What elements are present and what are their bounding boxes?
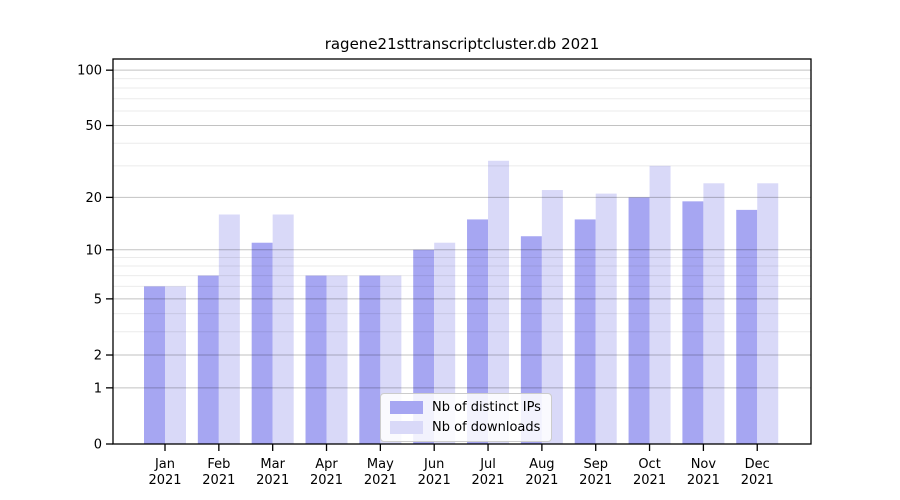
- chart-title: ragene21sttranscriptcluster.db 2021: [324, 35, 600, 53]
- bar-distinct-ips: [467, 219, 489, 444]
- x-tick-label-year: 2021: [202, 473, 235, 488]
- x-tick-label-year: 2021: [687, 473, 720, 488]
- bar-distinct-ips: [359, 275, 381, 444]
- x-tick-label-year: 2021: [579, 473, 612, 488]
- legend: Nb of distinct IPs Nb of downloads: [380, 393, 552, 442]
- bar-downloads: [649, 165, 671, 444]
- bar-downloads: [165, 286, 186, 444]
- x-tick-label-year: 2021: [148, 473, 181, 488]
- plot-border: [112, 58, 812, 445]
- y-tick-label: 50: [85, 119, 102, 134]
- bar-downloads: [488, 160, 510, 444]
- legend-swatch-downloads: [390, 421, 423, 434]
- x-tick-label-year: 2021: [364, 473, 397, 488]
- y-tick-label: 0: [94, 438, 102, 453]
- x-tick-label-year: 2021: [525, 473, 558, 488]
- legend-item-downloads: Nb of downloads: [390, 420, 541, 435]
- y-tick-label: 2: [94, 349, 102, 364]
- x-tick-label-month: Apr: [315, 457, 338, 472]
- legend-item-distinct-ips: Nb of distinct IPs: [390, 400, 541, 415]
- x-tick-label-month: May: [367, 457, 394, 472]
- legend-swatch-distinct-ips: [390, 401, 423, 414]
- x-tick-label-month: Jun: [423, 457, 444, 472]
- x-tick-label-month: Aug: [529, 457, 554, 472]
- bar-downloads: [595, 193, 617, 444]
- bar-distinct-ips: [682, 201, 704, 444]
- x-tick-label-month: Feb: [207, 457, 230, 472]
- x-tick-label-month: Dec: [745, 457, 770, 472]
- bar-distinct-ips: [305, 275, 327, 444]
- bar-downloads: [703, 183, 725, 444]
- bar-distinct-ips: [251, 242, 273, 444]
- bar-distinct-ips: [197, 275, 219, 444]
- y-tick-label: 100: [77, 64, 102, 79]
- bar-downloads: [272, 214, 294, 444]
- bar-downloads: [757, 183, 779, 444]
- x-tick-label-year: 2021: [418, 473, 451, 488]
- y-tick-label: 10: [85, 243, 102, 258]
- bar-downloads: [326, 275, 348, 444]
- bar-distinct-ips: [574, 219, 596, 444]
- bar-downloads: [541, 190, 563, 444]
- legend-label-downloads: Nb of downloads: [432, 420, 541, 435]
- bar-distinct-ips: [144, 286, 165, 444]
- x-tick-label-month: Nov: [691, 457, 717, 472]
- bar-downloads: [218, 214, 240, 444]
- x-tick-label-month: Mar: [260, 457, 285, 472]
- y-tick-label: 5: [94, 292, 102, 307]
- x-tick-label-month: Jan: [154, 457, 175, 472]
- bar-distinct-ips: [628, 197, 650, 444]
- x-tick-label-year: 2021: [310, 473, 343, 488]
- bar-distinct-ips: [520, 236, 542, 444]
- bar-distinct-ips: [736, 209, 758, 444]
- x-tick-label-year: 2021: [471, 473, 504, 488]
- y-tick-label: 20: [85, 191, 102, 206]
- x-tick-label-month: Jul: [479, 457, 496, 472]
- x-tick-label-year: 2021: [633, 473, 666, 488]
- legend-label-distinct-ips: Nb of distinct IPs: [432, 400, 541, 415]
- x-tick-label-year: 2021: [256, 473, 289, 488]
- x-tick-label-month: Sep: [583, 457, 608, 472]
- x-tick-label-year: 2021: [741, 473, 774, 488]
- y-tick-label: 1: [94, 381, 102, 396]
- x-tick-label-month: Oct: [638, 457, 660, 472]
